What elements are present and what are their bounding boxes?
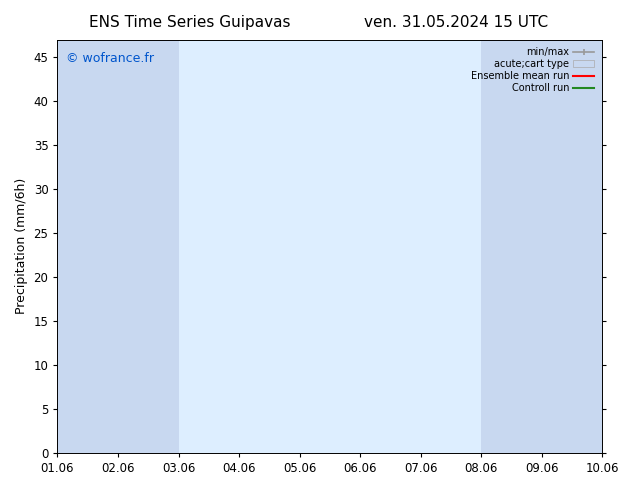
Bar: [179, 40, 239, 453]
Bar: [58, 40, 118, 453]
Bar: [360, 40, 420, 453]
Bar: [420, 40, 481, 453]
Bar: [541, 40, 602, 453]
Bar: [300, 40, 360, 453]
Bar: [481, 40, 602, 453]
Y-axis label: Precipitation (mm/6h): Precipitation (mm/6h): [15, 178, 28, 315]
Text: ven. 31.05.2024 15 UTC: ven. 31.05.2024 15 UTC: [365, 15, 548, 30]
Bar: [118, 40, 179, 453]
Bar: [239, 40, 300, 453]
Text: ENS Time Series Guipavas: ENS Time Series Guipavas: [89, 15, 291, 30]
Bar: [481, 40, 541, 453]
Text: © wofrance.fr: © wofrance.fr: [66, 52, 153, 65]
Bar: [58, 40, 179, 453]
Legend: min/max, acute;cart type, Ensemble mean run, Controll run: min/max, acute;cart type, Ensemble mean …: [468, 45, 597, 96]
